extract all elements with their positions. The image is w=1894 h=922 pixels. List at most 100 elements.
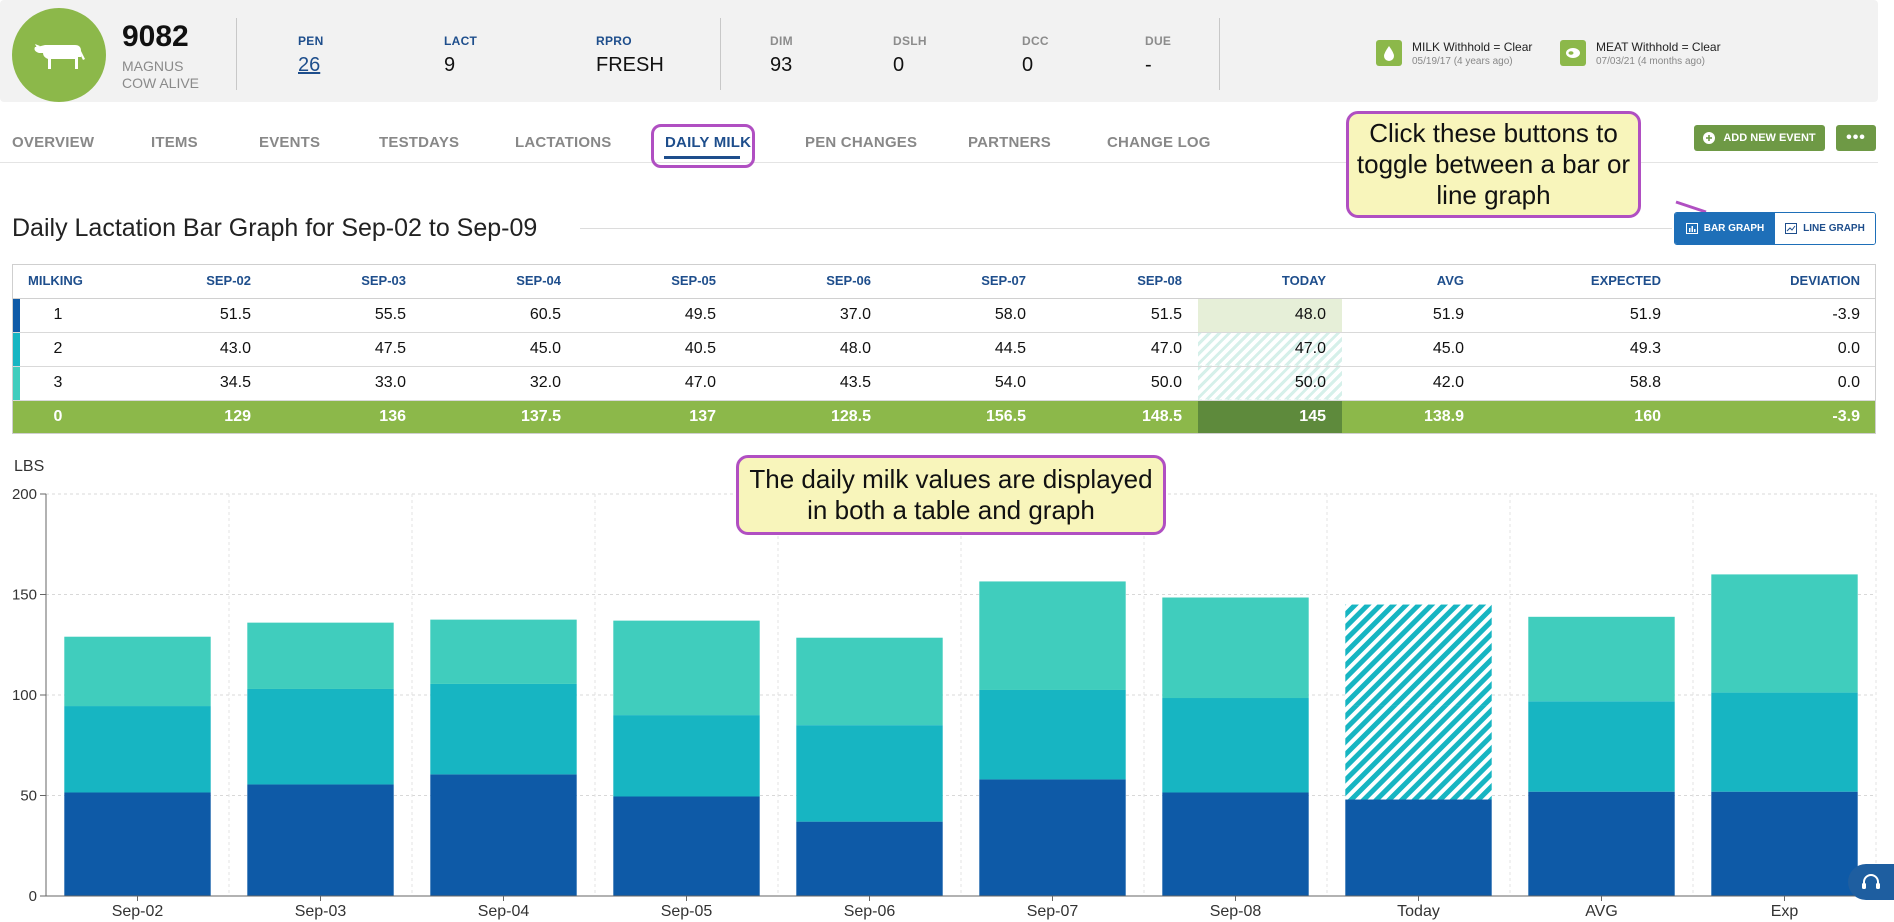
x-tick-label: Sep-07 <box>1027 903 1079 920</box>
meat-icon <box>1560 40 1586 66</box>
stat-label: LACT <box>444 34 478 48</box>
bar-segment <box>430 683 577 775</box>
stat-value: FRESH <box>596 54 664 76</box>
bar-segment <box>1162 698 1309 793</box>
total-cell: 137.5 <box>422 400 577 434</box>
cell: 47.0 <box>577 366 732 401</box>
stat-dslh: DSLH 0 <box>893 34 927 77</box>
cell: 45.0 <box>1342 332 1480 367</box>
table-graph-callout: The daily milk values are displayed in b… <box>736 455 1166 535</box>
cell: 43.5 <box>732 366 887 401</box>
cell: 48.0 <box>732 332 887 367</box>
x-tick-label: Sep-05 <box>661 903 713 920</box>
col-header: DEVIATION <box>1677 264 1876 299</box>
milking-cell: 1 <box>12 298 120 333</box>
bar-segment <box>430 619 577 684</box>
tab-daily-milk[interactable]: DAILY MILK <box>665 134 752 151</box>
cow-status: COW ALIVE <box>122 75 200 91</box>
stat-pen: PEN 26 <box>298 34 324 77</box>
cell: 33.0 <box>267 366 422 401</box>
cell: 51.9 <box>1480 298 1677 333</box>
line-graph-button[interactable]: LINE GRAPH <box>1775 213 1875 244</box>
x-tick-label: Sep-04 <box>478 903 530 920</box>
x-tick-label: Today <box>1397 903 1440 920</box>
total-cell: 137 <box>577 400 732 434</box>
bar-segment <box>979 689 1126 780</box>
total-cell: 136 <box>267 400 422 434</box>
total-cell: 0 <box>12 400 120 434</box>
y-tick-label: 150 <box>12 587 37 604</box>
daily-milk-bar-chart: 0 50 100 150 200 Sep-02 Sep-03 Sep-04 Sep-05 Sep-… <box>12 486 1877 920</box>
tab-items[interactable]: ITEMS <box>151 134 198 151</box>
cell: 47.5 <box>267 332 422 367</box>
tab-lactations[interactable]: LACTATIONS <box>515 134 612 151</box>
total-cell: 148.5 <box>1042 400 1198 434</box>
total-cell: 145 <box>1198 400 1342 434</box>
bar-chart-icon <box>1685 223 1698 234</box>
stat-value: 93 <box>770 54 793 76</box>
milking-cell: 2 <box>12 332 120 367</box>
bar-segment <box>1345 799 1492 896</box>
row-color-marker <box>12 298 20 332</box>
bar-segment <box>1528 616 1675 702</box>
bar-segment <box>979 581 1126 690</box>
cell: 34.5 <box>120 366 267 401</box>
tab-events[interactable]: EVENTS <box>259 134 321 151</box>
cow-id: 9082 <box>122 20 189 53</box>
bar-segment <box>1711 692 1858 792</box>
total-cell: -3.9 <box>1677 400 1876 434</box>
stat-label: DIM <box>770 34 793 48</box>
cell: 54.0 <box>887 366 1042 401</box>
bar-segment <box>613 715 760 797</box>
stat-value: 9 <box>444 54 456 76</box>
stat-rpro: RPRO FRESH <box>596 34 664 77</box>
bar-graph-label: BAR GRAPH <box>1703 223 1765 234</box>
col-header: SEP-05 <box>577 264 732 299</box>
cell: 2 <box>53 340 63 357</box>
milking-cell: 3 <box>12 366 120 401</box>
withhold-title: MILK Withhold = Clear <box>1412 40 1533 54</box>
tab-overview[interactable]: OVERVIEW <box>12 134 95 151</box>
cow-name: MAGNUS <box>122 58 184 74</box>
total-cell: 156.5 <box>887 400 1042 434</box>
bar-segment <box>1528 791 1675 896</box>
stat-label: DSLH <box>893 34 927 48</box>
more-options-button[interactable]: ••• <box>1836 125 1876 151</box>
tab-partners[interactable]: PARTNERS <box>968 134 1051 151</box>
table-header-row: MILKING SEP-02 SEP-03 SEP-04 SEP-05 SEP-… <box>12 264 1876 299</box>
x-tick-label: Exp <box>1771 903 1799 920</box>
tabs-divider <box>0 162 1878 163</box>
y-axis-label: LBS <box>14 458 45 475</box>
x-tick-label: Sep-03 <box>295 903 347 920</box>
cell: 51.5 <box>120 298 267 333</box>
tab-change-log[interactable]: CHANGE LOG <box>1107 134 1211 151</box>
total-cell: 138.9 <box>1342 400 1480 434</box>
withhold-date: 05/19/17 (4 years ago) <box>1412 56 1513 67</box>
row-color-marker <box>12 332 20 366</box>
cell: 32.0 <box>422 366 577 401</box>
total-cell: 129 <box>120 400 267 434</box>
bar-segment <box>796 637 943 726</box>
y-tick-label: 100 <box>12 687 37 704</box>
bar-graph-button[interactable]: BAR GRAPH <box>1675 213 1775 244</box>
bar-segment <box>64 792 211 896</box>
bar-segment <box>430 774 577 896</box>
total-cell: 128.5 <box>732 400 887 434</box>
bar-segment <box>1528 701 1675 792</box>
tab-testdays[interactable]: TESTDAYS <box>379 134 460 151</box>
table-row: 3 34.5 33.0 32.0 47.0 43.5 54.0 50.0 50.… <box>12 366 1876 401</box>
support-button[interactable] <box>1848 864 1894 900</box>
tab-pen-changes[interactable]: PEN CHANGES <box>805 134 918 151</box>
stat-value: 0 <box>893 54 905 76</box>
col-header: SEP-04 <box>422 264 577 299</box>
bar-segment <box>1711 574 1858 693</box>
line-graph-label: LINE GRAPH <box>1803 223 1865 234</box>
add-new-event-button[interactable]: ADD NEW EVENT <box>1694 125 1825 151</box>
pen-link[interactable]: 26 <box>298 54 321 76</box>
cell: 49.3 <box>1480 332 1677 367</box>
x-tick-label: Sep-08 <box>1210 903 1262 920</box>
cell: 60.5 <box>422 298 577 333</box>
stat-value: - <box>1145 54 1152 76</box>
